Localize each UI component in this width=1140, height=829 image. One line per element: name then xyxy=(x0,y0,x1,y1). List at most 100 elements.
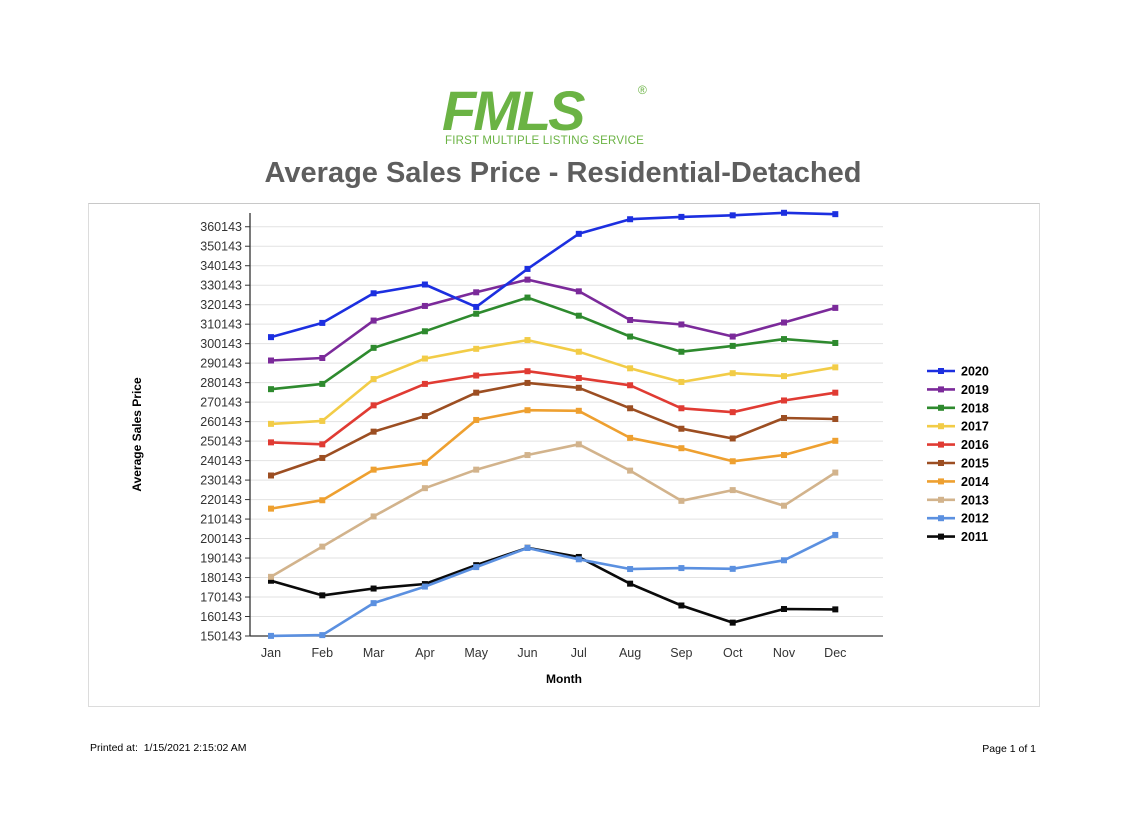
chart-frame xyxy=(88,203,1040,707)
data-point-2017 xyxy=(268,420,274,427)
data-point-2013 xyxy=(370,513,377,520)
data-point-2011 xyxy=(268,577,274,584)
series-line-2011 xyxy=(270,546,836,624)
legend-marker-2017 xyxy=(938,423,944,430)
data-point-2017 xyxy=(832,364,839,371)
y-tick-label: 220143 xyxy=(200,493,242,507)
data-point-2015 xyxy=(678,425,685,432)
series-line-2016 xyxy=(270,369,836,446)
data-point-2018 xyxy=(473,310,480,317)
data-point-2019 xyxy=(268,357,274,364)
data-point-2018 xyxy=(524,294,531,301)
series-line-2015 xyxy=(270,381,836,477)
y-tick-label: 310143 xyxy=(200,318,242,332)
logo-main-text: FMLS xyxy=(442,80,585,142)
data-point-2011 xyxy=(370,585,377,592)
data-point-2013 xyxy=(421,485,428,492)
data-point-2014 xyxy=(473,416,480,423)
data-point-2017 xyxy=(575,348,582,355)
data-point-2012 xyxy=(575,556,582,563)
data-point-2016 xyxy=(832,389,839,396)
x-tick-label: Jun xyxy=(517,646,537,660)
data-point-2016 xyxy=(370,402,377,409)
data-point-2018 xyxy=(319,380,326,387)
data-point-2019 xyxy=(524,276,531,283)
data-point-2012 xyxy=(729,565,736,572)
data-point-2017 xyxy=(370,376,377,383)
data-point-2015 xyxy=(524,379,531,386)
data-point-2014 xyxy=(421,459,428,466)
legend-label-2012: 2012 xyxy=(961,512,989,526)
legend-marker-2011 xyxy=(938,533,944,540)
y-tick-label: 270143 xyxy=(200,396,242,410)
legend-marker-2019 xyxy=(938,386,944,393)
x-tick-label: Feb xyxy=(312,646,334,660)
gridlines xyxy=(250,226,883,637)
data-point-2020 xyxy=(575,230,582,237)
data-point-2015 xyxy=(575,384,582,391)
legend-label-2014: 2014 xyxy=(961,475,989,489)
data-point-2013 xyxy=(729,487,736,494)
data-point-2020 xyxy=(627,216,634,223)
data-point-2012 xyxy=(832,531,839,538)
data-point-2019 xyxy=(575,288,582,295)
data-point-2013 xyxy=(319,543,326,550)
y-tick-label: 240143 xyxy=(200,454,242,468)
y-tick-label: 180143 xyxy=(200,571,242,585)
data-point-2012 xyxy=(781,557,787,564)
legend-marker-2013 xyxy=(938,496,944,503)
data-point-2012 xyxy=(524,544,531,551)
data-point-2014 xyxy=(678,445,685,452)
x-tick-label: Jul xyxy=(571,646,587,660)
data-point-2017 xyxy=(678,378,685,385)
data-point-2020 xyxy=(370,290,377,297)
data-point-2014 xyxy=(370,466,377,473)
data-point-2015 xyxy=(370,428,377,435)
x-tick-label: Nov xyxy=(773,646,796,660)
x-tick-label: Jan xyxy=(261,646,281,660)
data-point-2012 xyxy=(319,632,326,639)
page-number: Page 1 of 1 xyxy=(982,743,1036,755)
y-tick-label: 260143 xyxy=(200,415,242,429)
data-point-2012 xyxy=(370,600,377,607)
data-point-2020 xyxy=(832,211,839,218)
series-line-2020 xyxy=(270,211,836,339)
data-point-2014 xyxy=(781,452,787,459)
data-point-2015 xyxy=(473,389,480,396)
y-tick-label: 190143 xyxy=(200,552,242,566)
legend: 2020 2019 2018 2017 2016 2015 2014 2013 2012 2011 xyxy=(927,365,989,544)
data-point-2014 xyxy=(268,505,274,512)
data-point-2017 xyxy=(729,370,736,377)
x-tick-label: Aug xyxy=(619,646,641,660)
data-point-2015 xyxy=(729,435,736,442)
y-tick-label: 360143 xyxy=(200,220,242,234)
data-point-2011 xyxy=(678,602,685,609)
data-point-2013 xyxy=(575,441,582,448)
data-point-2011 xyxy=(781,605,787,612)
legend-label-2013: 2013 xyxy=(961,493,989,507)
data-point-2016 xyxy=(421,380,428,387)
data-point-2019 xyxy=(832,304,839,311)
data-point-2019 xyxy=(678,321,685,328)
x-tick-label: Sep xyxy=(670,646,692,660)
data-point-2013 xyxy=(524,452,531,459)
series-line-2017 xyxy=(270,338,836,426)
data-point-2015 xyxy=(421,413,428,420)
data-point-2019 xyxy=(473,289,480,296)
data-point-2015 xyxy=(627,405,634,412)
data-point-2019 xyxy=(421,302,428,309)
data-point-2016 xyxy=(627,382,634,389)
series-line-2018 xyxy=(270,296,836,391)
data-point-2018 xyxy=(678,348,685,355)
data-point-2015 xyxy=(268,472,274,479)
data-point-2020 xyxy=(319,319,326,326)
y-tick-label: 320143 xyxy=(200,298,242,312)
legend-marker-2012 xyxy=(938,515,944,522)
data-point-2019 xyxy=(627,316,634,323)
series-group xyxy=(268,209,839,639)
data-point-2014 xyxy=(832,437,839,444)
fmls-logo: FMLS ® FIRST MULTIPLE LISTING SERVICE xyxy=(440,79,655,150)
printed-at-value: 1/15/2021 2:15:02 AM xyxy=(143,742,247,754)
data-point-2014 xyxy=(729,458,736,465)
data-point-2018 xyxy=(729,342,736,349)
